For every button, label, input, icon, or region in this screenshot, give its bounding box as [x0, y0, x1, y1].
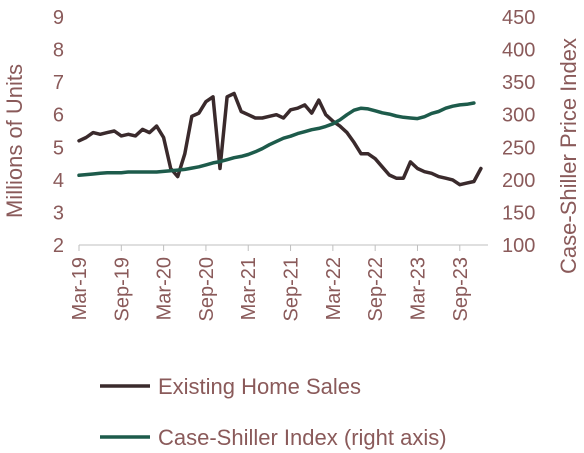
left-tick-label: 5 [53, 137, 64, 159]
x-tick-label: Mar-23 [407, 257, 429, 320]
left-tick-label: 3 [53, 202, 64, 224]
series-line-case-shiller-index [77, 101, 476, 178]
series-line-existing-home-sales [77, 91, 483, 187]
right-axis-ticks: 100 150 200 250 300 350 400 450 [502, 7, 535, 257]
right-axis-title: Case-Shiller Price Index [556, 38, 581, 274]
legend-label-existing-home-sales: Existing Home Sales [158, 374, 361, 399]
right-tick-label: 100 [502, 235, 535, 257]
right-tick-label: 250 [502, 137, 535, 159]
legend: Existing Home Sales Case-Shiller Index (… [100, 374, 447, 450]
left-tick-label: 7 [53, 72, 64, 94]
right-tick-label: 350 [502, 72, 535, 94]
left-tick-label: 2 [53, 235, 64, 257]
left-axis-title: Millions of Units [2, 64, 27, 218]
right-tick-label: 150 [502, 202, 535, 224]
right-tick-label: 200 [502, 170, 535, 192]
x-axis-ticks: Mar-19 Sep-19 Mar-20 Sep-20 Mar-21 Sep-21 Mar-… [69, 245, 472, 322]
x-tick-label: Sep-20 [196, 257, 218, 322]
legend-label-case-shiller-index: Case-Shiller Index (right axis) [158, 425, 447, 450]
x-tick-label: Sep-22 [365, 257, 387, 322]
right-tick-label: 450 [502, 7, 535, 29]
x-tick-label: Mar-19 [69, 257, 91, 320]
left-tick-label: 9 [53, 7, 64, 29]
left-tick-label: 6 [53, 105, 64, 127]
right-tick-label: 400 [502, 40, 535, 62]
x-tick-label: Sep-21 [281, 257, 303, 322]
x-tick-label: Mar-22 [323, 257, 345, 320]
right-tick-label: 300 [502, 105, 535, 127]
series-layer [77, 91, 483, 187]
x-tick-label: Sep-19 [111, 257, 133, 322]
x-tick-label: Sep-23 [450, 257, 472, 322]
x-tick-label: Mar-21 [238, 257, 260, 320]
left-axis-ticks: 2 3 4 5 6 7 8 9 [53, 7, 64, 257]
left-tick-label: 8 [53, 40, 64, 62]
left-tick-label: 4 [53, 170, 64, 192]
x-tick-label: Mar-20 [154, 257, 176, 320]
